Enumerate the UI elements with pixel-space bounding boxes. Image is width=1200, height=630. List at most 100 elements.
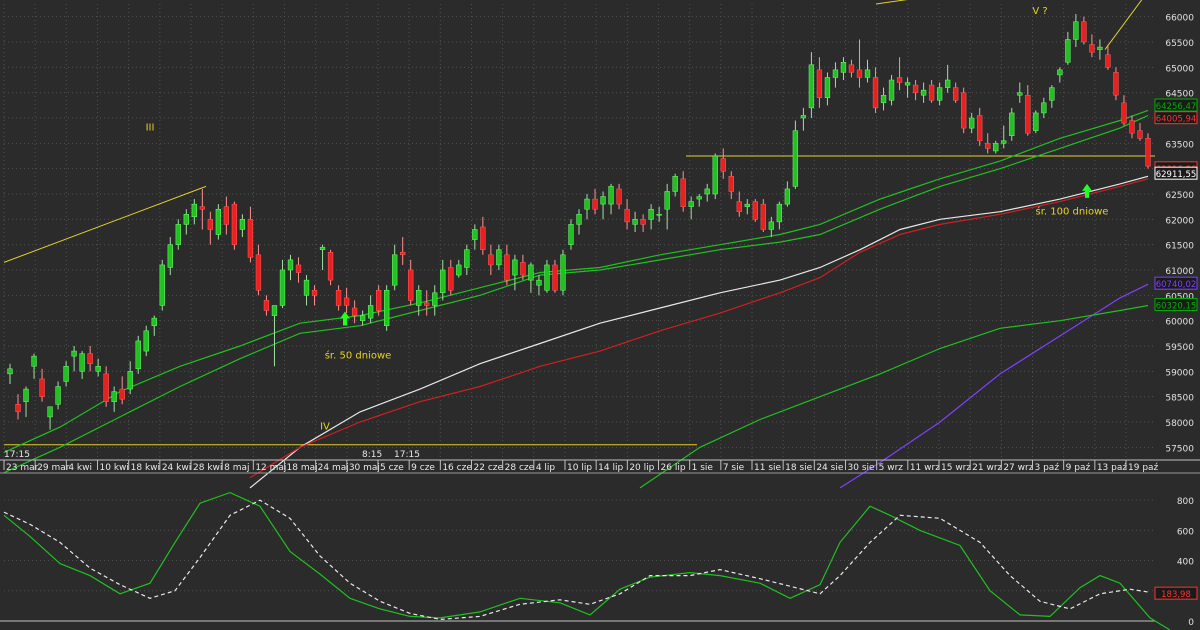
candle[interactable] [255, 244, 262, 296]
candle[interactable] [728, 171, 734, 200]
candle[interactable] [480, 216, 486, 255]
candle[interactable] [520, 254, 526, 281]
candle[interactable] [776, 201, 783, 230]
candle[interactable] [961, 87, 967, 134]
candle[interactable] [1041, 97, 1047, 118]
candle[interactable] [904, 77, 911, 98]
candle[interactable] [640, 214, 646, 232]
candle[interactable] [896, 57, 903, 91]
candle[interactable] [464, 244, 470, 276]
candle[interactable] [1129, 115, 1135, 139]
candle[interactable] [576, 209, 582, 235]
candle[interactable] [319, 244, 326, 270]
candle[interactable] [544, 259, 550, 293]
candle[interactable] [664, 183, 670, 230]
candle[interactable] [1057, 67, 1063, 83]
candle[interactable] [936, 82, 943, 106]
candle[interactable] [768, 216, 774, 238]
candle[interactable] [792, 120, 799, 189]
candle[interactable] [696, 194, 702, 207]
candle[interactable] [1097, 39, 1103, 60]
candle[interactable] [247, 206, 254, 263]
candle[interactable] [784, 181, 791, 207]
candle[interactable] [1137, 123, 1143, 141]
candle[interactable] [351, 300, 358, 324]
candle[interactable] [680, 171, 686, 212]
candle[interactable] [295, 257, 302, 283]
candle[interactable] [303, 275, 310, 306]
candle[interactable] [840, 57, 847, 80]
candle[interactable] [392, 244, 398, 291]
candle[interactable] [111, 386, 117, 412]
candle[interactable] [95, 358, 101, 377]
candle[interactable] [15, 394, 21, 420]
candle[interactable] [239, 214, 246, 238]
candle[interactable] [648, 204, 654, 230]
candle[interactable] [119, 376, 125, 405]
candle[interactable] [752, 199, 758, 222]
candle[interactable] [1065, 31, 1071, 65]
candle[interactable] [720, 148, 726, 179]
candle[interactable] [215, 204, 222, 240]
candle[interactable] [263, 295, 270, 316]
candle[interactable] [191, 199, 197, 225]
candle[interactable] [335, 285, 342, 311]
candle[interactable] [167, 237, 173, 276]
candle[interactable] [279, 259, 286, 308]
candle[interactable] [1113, 67, 1119, 101]
candle[interactable] [832, 62, 839, 88]
candle[interactable] [688, 196, 694, 220]
candle[interactable] [384, 285, 390, 331]
candle[interactable] [311, 285, 318, 306]
candle[interactable] [1033, 110, 1039, 134]
candle[interactable] [824, 72, 831, 106]
candle[interactable] [199, 188, 205, 230]
candle[interactable] [416, 285, 422, 316]
candle[interactable] [536, 275, 542, 296]
candle[interactable] [424, 290, 430, 316]
candle[interactable] [760, 199, 766, 232]
candle[interactable] [712, 153, 718, 200]
candle[interactable] [175, 219, 181, 250]
candle[interactable] [31, 353, 37, 379]
candle[interactable] [800, 107, 807, 131]
candle[interactable] [512, 254, 518, 291]
candle[interactable] [143, 325, 149, 357]
candles[interactable] [7, 14, 1151, 430]
candle[interactable] [872, 67, 879, 113]
candle[interactable] [408, 259, 414, 306]
candle[interactable] [592, 188, 598, 215]
candle[interactable] [560, 249, 566, 296]
candle[interactable] [375, 285, 382, 316]
candle[interactable] [552, 259, 558, 293]
candle[interactable] [127, 361, 133, 395]
candle[interactable] [135, 335, 141, 374]
candle[interactable] [928, 80, 935, 103]
candle[interactable] [1145, 133, 1151, 169]
candle[interactable] [672, 173, 678, 197]
candle[interactable] [47, 406, 53, 430]
candle[interactable] [1025, 85, 1031, 136]
candle[interactable] [1009, 107, 1015, 141]
candle[interactable] [1089, 34, 1095, 58]
candle[interactable] [63, 361, 69, 387]
candle[interactable] [55, 381, 61, 410]
candle[interactable] [1081, 16, 1087, 45]
candle[interactable] [327, 249, 334, 286]
candle[interactable] [616, 183, 622, 210]
candle[interactable] [87, 346, 93, 372]
candle[interactable] [103, 366, 109, 407]
candle[interactable] [744, 199, 750, 215]
candle[interactable] [207, 211, 214, 245]
candle[interactable] [977, 107, 983, 146]
candle[interactable] [496, 244, 502, 270]
candle[interactable] [71, 346, 77, 372]
candle[interactable] [231, 201, 238, 250]
candle[interactable] [736, 191, 742, 217]
candle[interactable] [504, 244, 510, 286]
candle[interactable] [608, 183, 614, 215]
candle[interactable] [985, 133, 991, 154]
candle[interactable] [343, 287, 350, 314]
candle[interactable] [456, 259, 462, 278]
candle[interactable] [79, 351, 85, 379]
